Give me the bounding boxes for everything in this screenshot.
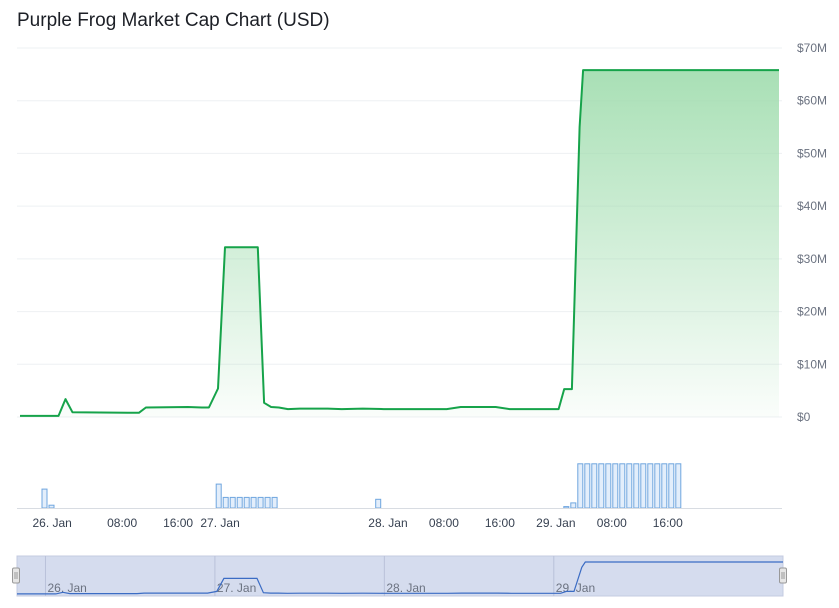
x-tick-label: 08:00 xyxy=(429,516,459,530)
volume-bar xyxy=(563,506,570,509)
volume-bar xyxy=(605,463,612,509)
volume-bar xyxy=(229,496,236,509)
volume-bar xyxy=(626,463,633,509)
drag-handle-icon[interactable] xyxy=(12,567,20,584)
volume-bar xyxy=(647,463,654,509)
volume-bar xyxy=(264,496,271,509)
volume-bar xyxy=(612,463,619,509)
volume-bar xyxy=(236,496,243,509)
navigator[interactable] xyxy=(16,555,784,597)
volume-bar xyxy=(48,504,55,509)
x-axis-ticks: 26. Jan 08:00 16:00 27. Jan 28. Jan 08:00 16:0… xyxy=(32,516,683,530)
volume-bar xyxy=(41,488,48,509)
volume-bar xyxy=(591,463,598,509)
volume-bar xyxy=(661,463,668,509)
navigator-label: 26. Jan xyxy=(47,581,86,595)
navigator-line xyxy=(17,561,783,595)
x-tick-label: 08:00 xyxy=(597,516,627,530)
y-tick-label: $30M xyxy=(797,252,827,266)
volume-bar xyxy=(243,496,250,509)
volume-bar xyxy=(598,463,605,509)
y-tick-label: $70M xyxy=(797,41,827,55)
navigator-handle-right[interactable] xyxy=(779,567,787,584)
volume-bar xyxy=(271,496,278,509)
navigator-label: 28. Jan xyxy=(386,581,425,595)
market-cap-area xyxy=(20,70,779,417)
x-tick-label: 08:00 xyxy=(107,516,137,530)
volume-bar xyxy=(375,498,382,509)
navigator-handle-left[interactable] xyxy=(12,567,20,584)
y-tick-label: $0 xyxy=(797,410,811,424)
volume-bar xyxy=(215,483,222,509)
x-tick-label: 27. Jan xyxy=(200,516,239,530)
y-axis-ticks: $0 $10M $20M $30M $40M $50M $60M $70M xyxy=(797,41,827,424)
volume-bar xyxy=(640,463,647,509)
y-tick-label: $20M xyxy=(797,305,827,319)
volume-bar xyxy=(250,496,257,509)
navigator-grid xyxy=(44,556,555,596)
y-tick-label: $10M xyxy=(797,357,827,371)
volume-bar xyxy=(654,463,661,509)
volume-bar xyxy=(257,496,264,509)
x-tick-label: 26. Jan xyxy=(32,516,71,530)
page-title: Purple Frog Market Cap Chart (USD) xyxy=(17,10,330,31)
volume-bar xyxy=(668,463,675,509)
x-tick-label: 28. Jan xyxy=(368,516,407,530)
y-tick-label: $50M xyxy=(797,146,827,160)
x-tick-label: 16:00 xyxy=(163,516,193,530)
volume-bars xyxy=(41,463,682,509)
y-tick-label: $60M xyxy=(797,94,827,108)
y-tick-label: $40M xyxy=(797,199,827,213)
market-cap-line xyxy=(20,69,779,417)
volume-bar xyxy=(222,496,229,509)
navigator-label: 27. Jan xyxy=(217,581,256,595)
volume-bar xyxy=(619,463,626,509)
drag-handle-icon[interactable] xyxy=(779,567,787,584)
x-tick-label: 29. Jan xyxy=(536,516,575,530)
volume-bar xyxy=(570,502,577,509)
volume-bar xyxy=(584,463,591,509)
x-tick-label: 16:00 xyxy=(485,516,515,530)
x-tick-label: 16:00 xyxy=(653,516,683,530)
volume-bar xyxy=(577,463,584,509)
volume-bar xyxy=(675,463,682,509)
volume-bar xyxy=(633,463,640,509)
